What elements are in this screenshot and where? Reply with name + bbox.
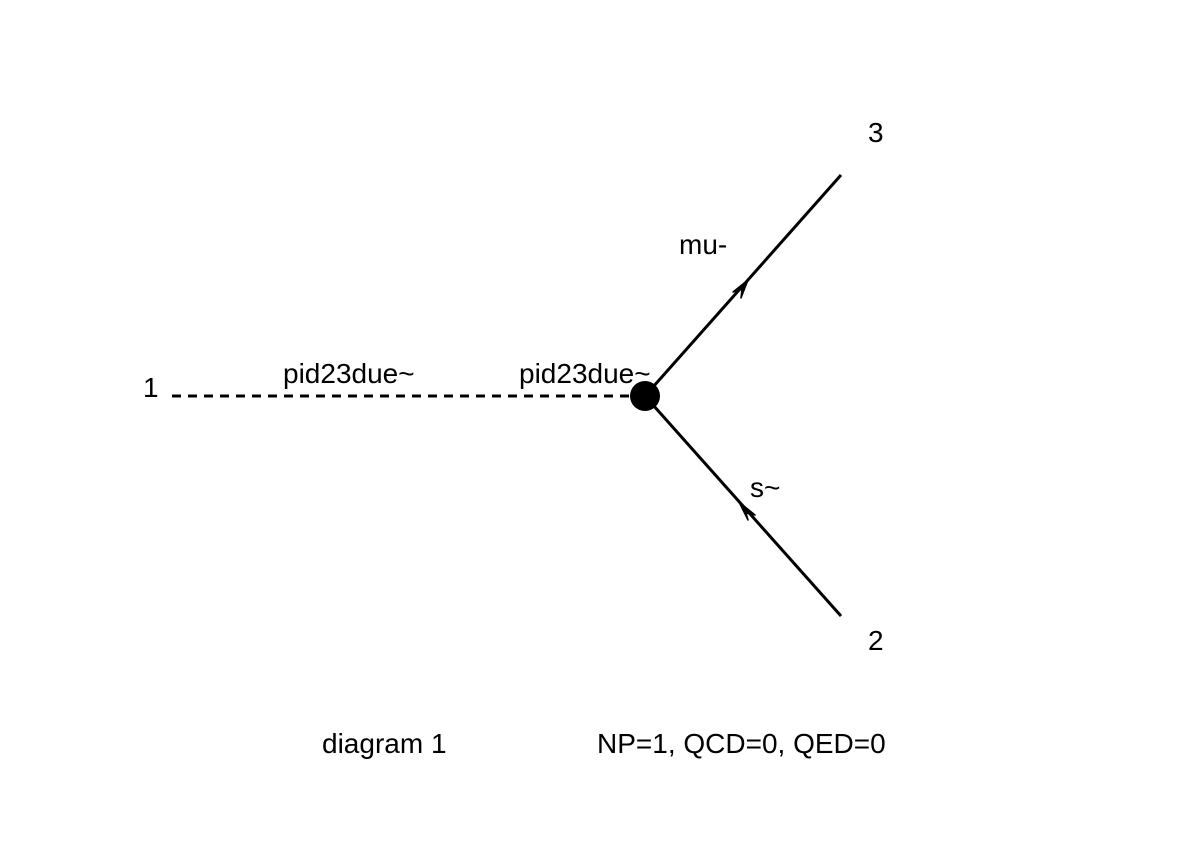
particle-label-mu: mu- [679, 229, 727, 260]
endpoint-label-2: 2 [868, 625, 884, 656]
endpoint-label-3: 3 [868, 117, 884, 148]
coupling-orders: NP=1, QCD=0, QED=0 [597, 728, 886, 759]
diagram-caption: diagram 1 [322, 728, 447, 759]
endpoint-label-1: 1 [143, 372, 159, 403]
vertex-dot [630, 381, 660, 411]
particle-label-s: s~ [750, 472, 780, 503]
arrow-icon-mu [732, 279, 749, 299]
arrow-icon-s [738, 501, 756, 521]
particle-label-pid23due-vertex: pid23due~ [519, 358, 651, 389]
particle-label-pid23due-line: pid23due~ [283, 358, 415, 389]
